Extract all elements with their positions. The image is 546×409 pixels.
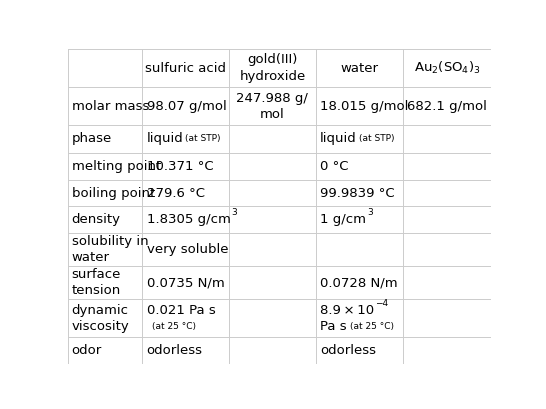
Text: 0.0728 N/m: 0.0728 N/m bbox=[320, 276, 397, 289]
Text: very soluble: very soluble bbox=[146, 243, 228, 256]
Text: −4: −4 bbox=[375, 299, 388, 308]
Text: 279.6 °C: 279.6 °C bbox=[146, 187, 205, 200]
Text: 682.1 g/mol: 682.1 g/mol bbox=[407, 99, 486, 112]
Text: 3: 3 bbox=[232, 208, 238, 217]
Text: 10.371 °C: 10.371 °C bbox=[146, 160, 213, 173]
Text: Au$_2$(SO$_4$)$_3$: Au$_2$(SO$_4$)$_3$ bbox=[414, 60, 480, 76]
Text: sulfuric acid: sulfuric acid bbox=[145, 62, 226, 75]
Text: melting point: melting point bbox=[72, 160, 161, 173]
Text: 247.988 g/
mol: 247.988 g/ mol bbox=[236, 92, 308, 121]
Text: 3: 3 bbox=[367, 208, 373, 217]
Text: density: density bbox=[72, 213, 121, 226]
Text: 8.9 × 10: 8.9 × 10 bbox=[320, 303, 374, 317]
Text: (at STP): (at STP) bbox=[359, 135, 394, 144]
Text: water: water bbox=[340, 62, 378, 75]
Text: molar mass: molar mass bbox=[72, 99, 149, 112]
Text: odorless: odorless bbox=[320, 344, 376, 357]
Text: boiling point: boiling point bbox=[72, 187, 155, 200]
Text: 18.015 g/mol: 18.015 g/mol bbox=[320, 99, 408, 112]
Text: Pa s: Pa s bbox=[320, 320, 347, 333]
Text: liquid: liquid bbox=[320, 133, 357, 146]
Text: 0.0735 N/m: 0.0735 N/m bbox=[146, 276, 224, 289]
Text: 0.021 Pa s: 0.021 Pa s bbox=[146, 304, 215, 317]
Text: (at STP): (at STP) bbox=[186, 135, 221, 144]
Text: 0 °C: 0 °C bbox=[320, 160, 348, 173]
Text: solubility in
water: solubility in water bbox=[72, 235, 149, 264]
Text: 1.8305 g/cm: 1.8305 g/cm bbox=[146, 213, 230, 226]
Text: liquid: liquid bbox=[146, 133, 183, 146]
Text: phase: phase bbox=[72, 133, 112, 146]
Text: 98.07 g/mol: 98.07 g/mol bbox=[146, 99, 226, 112]
Text: (at 25 °C): (at 25 °C) bbox=[152, 321, 195, 330]
Text: gold(III)
hydroxide: gold(III) hydroxide bbox=[239, 53, 306, 83]
Text: surface
tension: surface tension bbox=[72, 268, 121, 297]
Text: 1 g/cm: 1 g/cm bbox=[320, 213, 366, 226]
Text: dynamic
viscosity: dynamic viscosity bbox=[72, 304, 129, 333]
Text: odorless: odorless bbox=[146, 344, 203, 357]
Text: 99.9839 °C: 99.9839 °C bbox=[320, 187, 395, 200]
Text: odor: odor bbox=[72, 344, 102, 357]
Text: (at 25 °C): (at 25 °C) bbox=[350, 322, 394, 331]
